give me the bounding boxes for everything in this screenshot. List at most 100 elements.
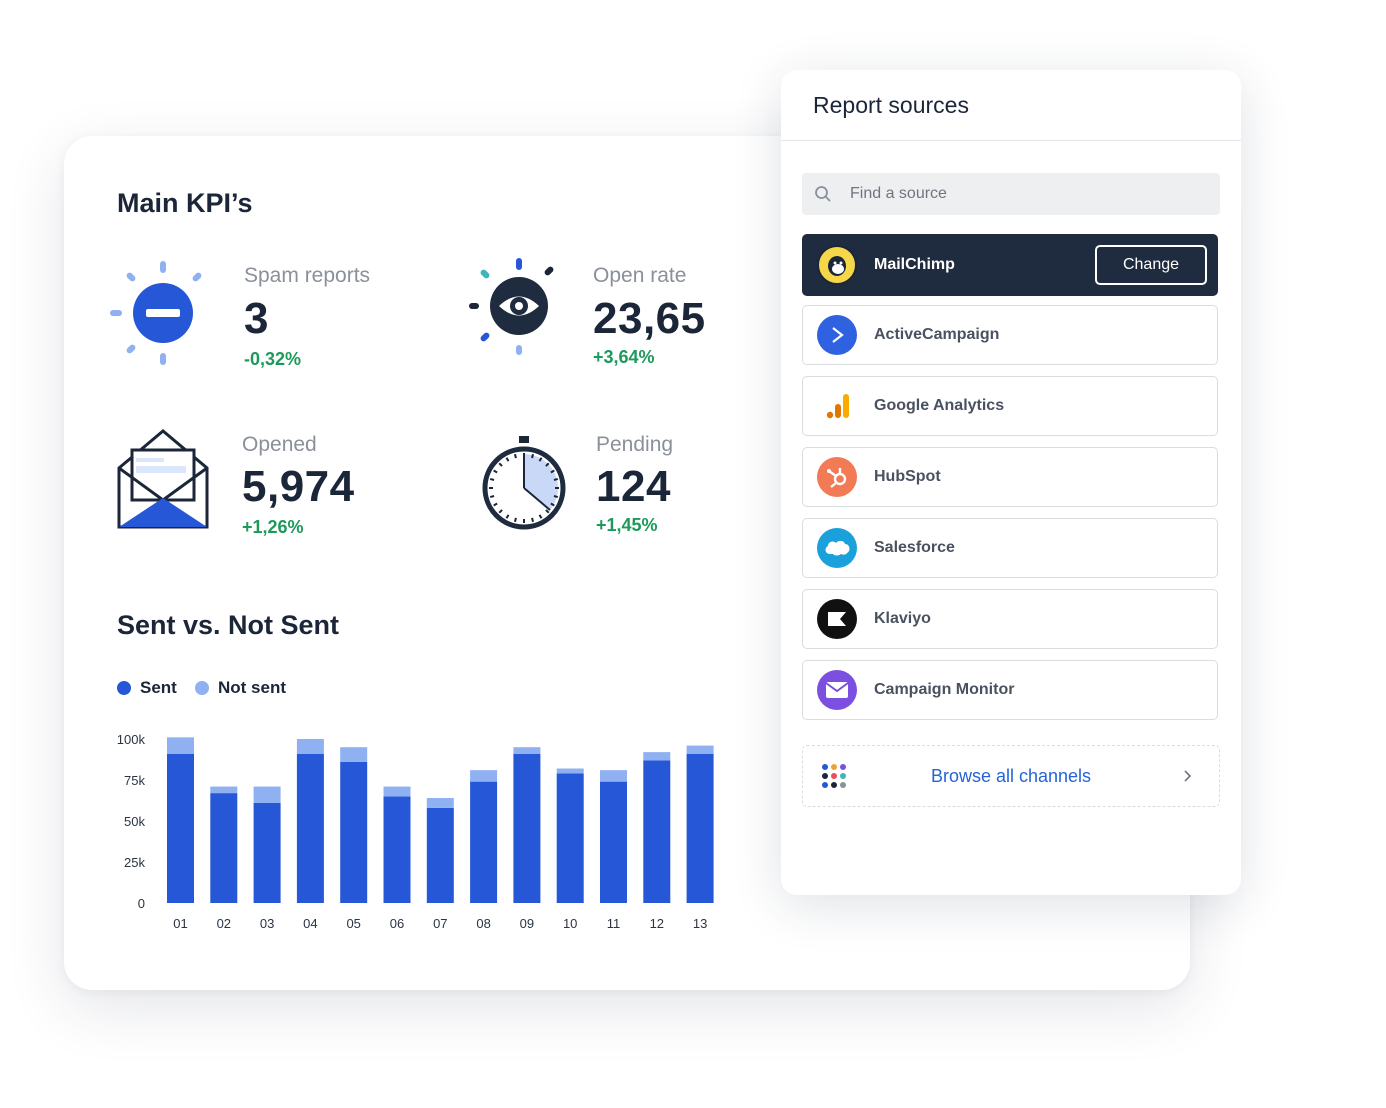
chart-title: Sent vs. Not Sent (117, 610, 340, 640)
bar-not-sent (383, 786, 411, 797)
y-tick-label: 100k (117, 732, 146, 747)
legend-sent: Sent (117, 678, 177, 698)
source-item-google-analytics[interactable]: Google Analytics (802, 376, 1218, 436)
legend-not-sent-label: Not sent (218, 678, 286, 697)
x-tick-label: 05 (346, 916, 360, 931)
bar-not-sent (210, 786, 238, 794)
eye-icon (469, 258, 554, 355)
bar-not-sent (470, 770, 498, 782)
bar-not-sent (556, 768, 584, 774)
x-tick-label: 02 (217, 916, 231, 931)
klaviyo-logo-icon (817, 599, 857, 639)
google-analytics-logo-icon (817, 386, 857, 426)
stopwatch-icon (482, 436, 566, 530)
source-name: Google Analytics (874, 397, 1005, 414)
bar-sent (167, 753, 194, 903)
salesforce-logo-icon (817, 528, 857, 568)
x-tick-label: 12 (650, 916, 664, 931)
search-icon (815, 186, 831, 202)
bar-sent (383, 796, 411, 903)
x-tick-label: 09 (520, 916, 534, 931)
report-sources-panel: Report sources MailChimp Change ActiveCa… (781, 70, 1241, 895)
x-tick-label: 03 (260, 916, 274, 931)
bar-not-sent (167, 737, 194, 754)
bar-sent (643, 760, 671, 903)
bar-not-sent (643, 752, 671, 761)
legend-sent-dot (117, 681, 131, 695)
main-kpi-title: Main KPI’s (117, 188, 253, 218)
bar-not-sent (296, 739, 324, 754)
y-tick-label: 0 (138, 896, 145, 911)
apps-grid-icon (822, 764, 846, 788)
kpi-delta-pending: +1,45% (596, 515, 658, 535)
bar-sent (426, 807, 454, 903)
bar-sent (210, 793, 238, 903)
bar-not-sent (686, 745, 714, 754)
bar-sent (340, 761, 368, 903)
legend-sent-label: Sent (140, 678, 177, 697)
y-tick-label: 75k (124, 773, 145, 788)
kpi-delta-spam: -0,32% (244, 349, 302, 369)
bar-not-sent (513, 747, 541, 754)
source-item-activecampaign[interactable]: ActiveCampaign (802, 305, 1218, 365)
kpi-label-opened: Opened (242, 433, 317, 456)
spam-block-icon (110, 261, 202, 365)
bar-sent (600, 781, 627, 903)
source-name: Klaviyo (874, 610, 931, 627)
bar-sent (296, 753, 324, 903)
x-tick-label: 13 (693, 916, 707, 931)
x-tick-label: 07 (433, 916, 447, 931)
kpi-delta-opened: +1,26% (242, 517, 304, 537)
source-name: MailChimp (874, 256, 955, 273)
chevron-right-icon (1184, 770, 1192, 782)
browse-all-channels-button[interactable]: Browse all channels (802, 745, 1220, 807)
kpi-value-open-rate: 23,65 (593, 294, 706, 343)
bar-not-sent (340, 747, 368, 762)
open-envelope-icon (117, 429, 209, 529)
source-name: ActiveCampaign (874, 326, 1000, 343)
x-tick-label: 11 (607, 916, 621, 931)
x-tick-label: 06 (390, 916, 404, 931)
bar-not-sent (426, 798, 454, 808)
kpi-value-spam: 3 (244, 294, 269, 343)
activecampaign-logo-icon (817, 315, 857, 355)
y-tick-label: 25k (124, 855, 145, 870)
bar-sent (470, 781, 498, 903)
sent-vs-not-sent-chart: 0 25k 50k 75k 100k 01 02 03 04 05 06 07 08 09 10 11 12 13 (117, 732, 714, 931)
hubspot-logo-icon (817, 457, 857, 497)
x-tick-label: 08 (476, 916, 490, 931)
x-tick-label: 10 (563, 916, 577, 931)
bar-sent (253, 802, 281, 903)
bar-sent (556, 773, 584, 903)
report-sources-title: Report sources (813, 92, 969, 118)
kpi-label-open-rate: Open rate (593, 264, 687, 287)
search-input[interactable] (848, 184, 1192, 204)
source-name: Salesforce (874, 539, 955, 556)
source-item-mailchimp[interactable]: MailChimp Change (802, 234, 1218, 296)
kpi-value-pending: 124 (596, 462, 671, 511)
bar-sent (513, 753, 541, 903)
source-item-hubspot[interactable]: HubSpot (802, 447, 1218, 507)
bar-sent (686, 753, 714, 903)
source-name: HubSpot (874, 468, 941, 485)
kpi-delta-open-rate: +3,64% (593, 347, 655, 367)
source-item-campaign-monitor[interactable]: Campaign Monitor (802, 660, 1218, 720)
source-name: Campaign Monitor (874, 681, 1015, 698)
x-tick-label: 01 (173, 916, 187, 931)
campaign-monitor-logo-icon (817, 670, 857, 710)
legend-not-sent: Not sent (195, 678, 286, 698)
kpi-label-spam: Spam reports (244, 264, 371, 287)
mailchimp-logo-icon (817, 245, 857, 285)
kpi-value-opened: 5,974 (242, 462, 355, 511)
bar-not-sent (600, 770, 627, 782)
legend-not-sent-dot (195, 681, 209, 695)
browse-all-channels-label: Browse all channels (930, 765, 1092, 786)
source-item-klaviyo[interactable]: Klaviyo (802, 589, 1218, 649)
source-item-salesforce[interactable]: Salesforce (802, 518, 1218, 578)
kpi-label-pending: Pending (596, 433, 674, 456)
change-source-button[interactable]: Change (1095, 245, 1207, 285)
y-tick-label: 50k (124, 814, 145, 829)
x-tick-label: 04 (303, 916, 317, 931)
source-search-box[interactable] (802, 173, 1220, 215)
bar-not-sent (253, 786, 281, 803)
